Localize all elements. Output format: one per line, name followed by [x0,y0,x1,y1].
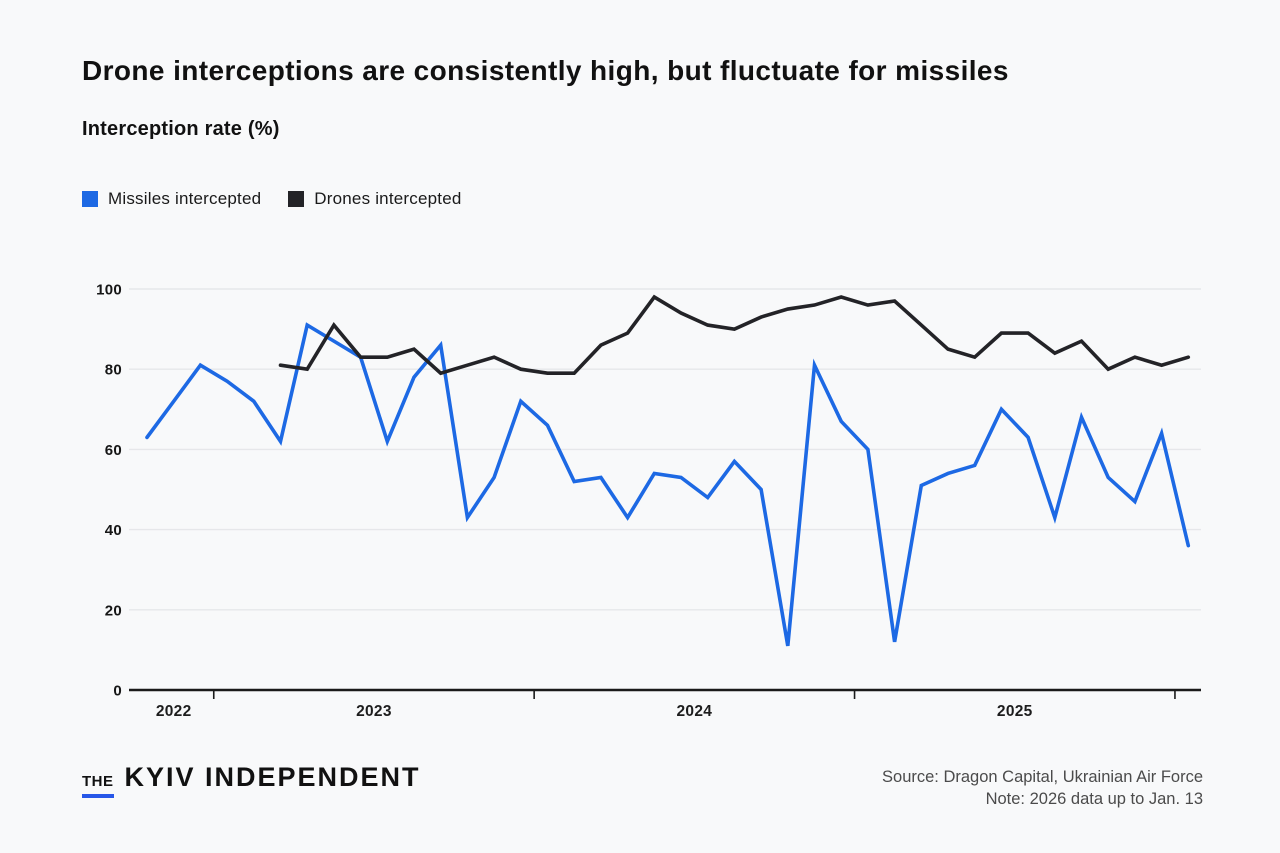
svg-text:0: 0 [113,683,122,700]
note-line: Note: 2026 data up to Jan. 13 [985,789,1203,808]
svg-text:2025: 2025 [997,703,1033,720]
kyiv-independent-logo: THE KYIV INDEPENDENT [82,762,421,798]
logo-wordmark: KYIV INDEPENDENT [124,762,421,792]
svg-text:40: 40 [105,522,122,539]
svg-text:2024: 2024 [677,703,713,720]
logo-the: THE [82,773,114,798]
svg-text:80: 80 [105,362,122,379]
legend-label-drones: Drones intercepted [314,189,462,208]
svg-text:2022: 2022 [156,703,192,720]
page-title: Drone interceptions are consistently hig… [82,55,1009,86]
svg-text:100: 100 [96,282,122,299]
legend-label-missiles: Missiles intercepted [108,189,262,208]
source-note: Source: Dragon Capital, Ukrainian Air Fo… [882,767,1203,810]
svg-text:2023: 2023 [356,703,392,720]
legend-item-drones: Drones intercepted [288,189,461,209]
svg-text:20: 20 [105,602,122,619]
legend-item-missiles: Missiles intercepted [82,189,261,209]
source-line: Source: Dragon Capital, Ukrainian Air Fo… [882,768,1203,786]
missiles-color-swatch-icon [82,191,98,207]
chart-subtitle: Interception rate (%) [82,118,280,140]
chart-legend: Missiles intercepted Drones intercepted [82,189,462,209]
svg-text:60: 60 [105,442,122,459]
drones-color-swatch-icon [288,191,305,207]
